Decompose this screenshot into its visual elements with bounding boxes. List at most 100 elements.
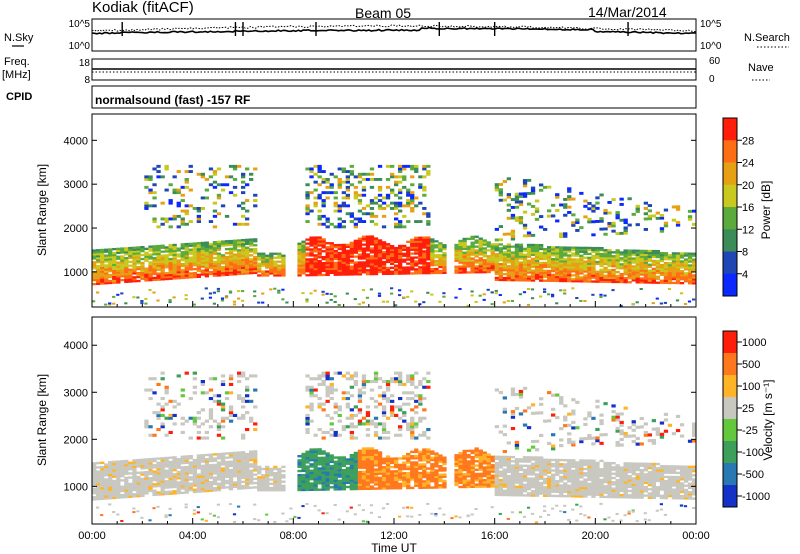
echo-cell <box>156 175 161 179</box>
echo-cell <box>180 247 185 250</box>
echo-cell <box>184 459 189 462</box>
echo-cell <box>639 263 644 266</box>
echo-cell <box>108 475 113 479</box>
echo-cell <box>224 465 230 468</box>
echo-cell <box>188 188 193 192</box>
echo-cell <box>506 243 511 246</box>
echo-cell <box>619 257 624 260</box>
echo-cell <box>321 204 326 208</box>
echo-cell <box>148 275 153 278</box>
echo-cell <box>426 385 431 389</box>
echo-cell <box>144 422 149 426</box>
echo-cell <box>156 246 161 250</box>
echo-cell <box>547 265 552 269</box>
echo-cell <box>329 454 334 457</box>
echo-cell <box>414 371 419 375</box>
echo-cell <box>345 471 350 474</box>
echo-cell <box>313 264 318 267</box>
echo-cell <box>212 250 218 254</box>
echo-cell <box>563 205 568 209</box>
echo-cell <box>410 207 415 210</box>
echo-cell <box>212 465 218 469</box>
echo-cell <box>317 262 322 265</box>
echo-cell <box>345 261 350 264</box>
echo-cell <box>212 214 218 218</box>
echo-cell <box>438 507 442 510</box>
echo-cell <box>269 474 274 477</box>
echo-cell <box>204 243 209 246</box>
echo-cell <box>398 457 403 460</box>
echo-cell <box>140 248 145 251</box>
echo-cell <box>281 484 286 488</box>
echo-cell <box>180 478 185 482</box>
echo-cell <box>309 262 314 265</box>
echo-cell <box>341 253 346 256</box>
echo-cell <box>164 469 169 472</box>
echo-cell <box>305 459 310 462</box>
echo-cell <box>100 514 104 517</box>
echo-cell <box>434 471 439 474</box>
echo-cell <box>168 467 173 470</box>
echo-cell <box>100 465 105 469</box>
echo-cell <box>216 260 222 263</box>
echo-cell <box>325 458 330 462</box>
echo-cell <box>454 253 459 256</box>
echo-cell <box>188 484 193 487</box>
echo-cell <box>361 385 367 389</box>
echo-cell <box>607 268 612 272</box>
echo-cell <box>152 247 157 250</box>
echo-cell <box>377 257 383 260</box>
echo-cell <box>100 461 105 464</box>
echo-cell <box>341 391 346 395</box>
echo-cell <box>108 471 113 474</box>
echo-cell <box>385 463 391 467</box>
echo-cell <box>204 481 209 484</box>
echo-cell <box>357 475 363 478</box>
echo-cell <box>224 263 230 267</box>
echo-cell <box>309 242 314 245</box>
echo-cell <box>458 253 463 256</box>
echo-cell <box>160 405 165 409</box>
echo-cell <box>144 483 149 487</box>
echo-cell <box>176 214 181 218</box>
echo-cell <box>220 436 226 440</box>
echo-cell <box>313 272 318 275</box>
echo-cell <box>418 242 423 245</box>
echo-cell <box>381 468 387 471</box>
echo-cell <box>96 489 101 492</box>
echo-cell <box>224 460 230 464</box>
echo-cell <box>522 181 528 185</box>
echo-cell <box>265 484 270 488</box>
echo-cell <box>385 472 391 475</box>
echo-cell <box>643 263 648 266</box>
echo-cell <box>192 275 197 279</box>
echo-cell <box>301 461 306 464</box>
echo-cell <box>349 481 354 484</box>
echo-cell <box>422 452 427 455</box>
echo-cell <box>184 457 189 460</box>
echo-cell <box>216 482 222 485</box>
echo-cell <box>232 255 238 258</box>
echo-cell <box>377 255 383 258</box>
echo-cell <box>478 477 483 480</box>
echo-cell <box>639 279 644 282</box>
echo-cell <box>687 209 693 213</box>
echo-cell <box>180 457 185 461</box>
echo-cell <box>228 255 234 258</box>
echo-cell <box>373 380 379 384</box>
echo-cell <box>144 247 149 250</box>
echo-cell <box>317 244 322 247</box>
echo-cell <box>301 469 306 473</box>
echo-cell <box>410 433 415 437</box>
echo-cell <box>277 484 282 488</box>
echo-cell <box>184 209 189 213</box>
echo-cell <box>281 256 286 259</box>
echo-cell <box>373 255 379 258</box>
echo-cell <box>144 273 149 276</box>
echo-cell <box>172 263 177 266</box>
echo-cell <box>539 263 544 266</box>
echo-cell <box>369 466 375 469</box>
echo-cell <box>361 265 367 268</box>
echo-cell <box>639 257 644 260</box>
echo-cell <box>144 275 149 278</box>
